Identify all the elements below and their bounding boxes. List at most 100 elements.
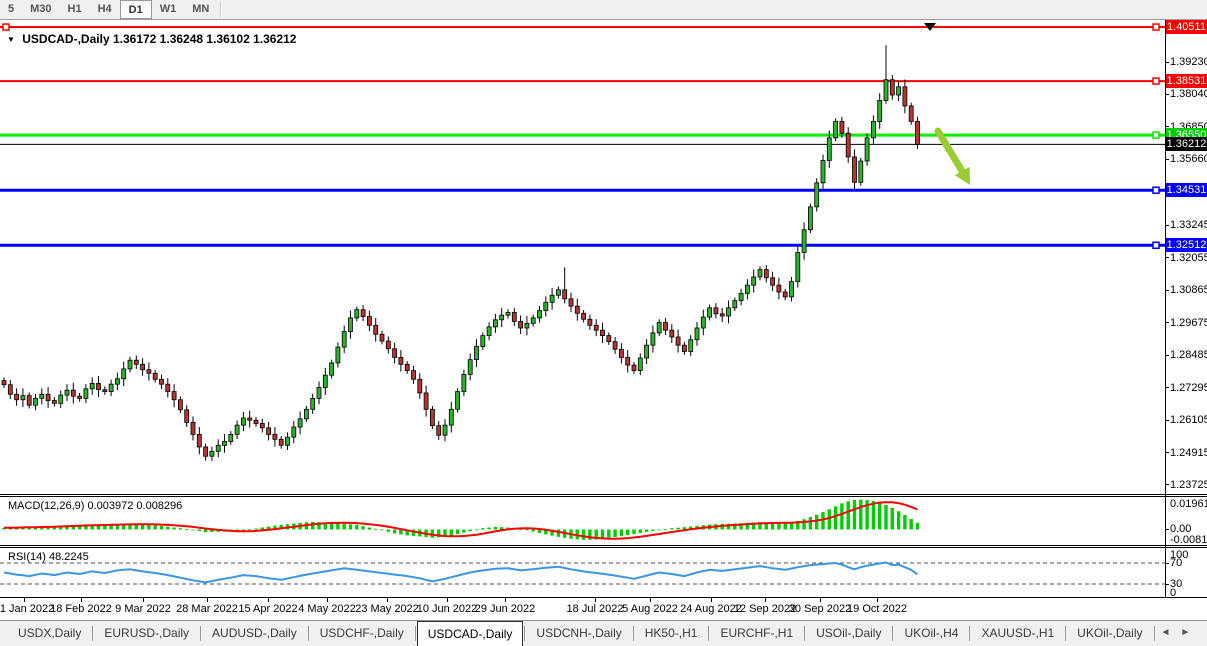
macd-bar xyxy=(556,529,561,537)
timeframe-button-W1[interactable]: W1 xyxy=(159,3,177,15)
line-handle[interactable] xyxy=(1152,77,1160,85)
tab-usoil-daily[interactable]: USOil-,Daily xyxy=(816,626,882,640)
macd-bar xyxy=(846,501,850,530)
macd-bar xyxy=(71,525,75,530)
candle-body xyxy=(392,348,398,358)
chart-collapse-icon[interactable]: ▼ xyxy=(7,35,15,44)
date-tick xyxy=(650,598,651,602)
timeframe-button-D1[interactable]: D1 xyxy=(119,0,152,19)
price-pane[interactable] xyxy=(0,20,1165,494)
timeframe-toolbar: 5 M30 H1 H4 D1 W1 MN xyxy=(0,0,1207,20)
tab-eurusd-daily[interactable]: EURUSD-,Daily xyxy=(104,626,190,640)
macd-bar xyxy=(147,525,151,530)
macd-bar xyxy=(745,522,750,530)
chart-symbol-label: USDCAD-,Daily xyxy=(22,32,110,46)
candle-body xyxy=(146,369,152,374)
candle-body xyxy=(379,333,385,342)
chart-ohlc-values: 1.36172 1.36248 1.36102 1.36212 xyxy=(112,32,297,46)
annotation-arrow[interactable] xyxy=(934,127,970,185)
tab-ukoil-h4[interactable]: UKOil-,H4 xyxy=(904,626,959,640)
tab-separator xyxy=(708,626,710,641)
candle-body xyxy=(398,357,404,365)
price-axis-tick xyxy=(1165,224,1169,226)
date-label: 23 May 2022 xyxy=(355,603,419,615)
macd-axis-label: 0.019616 xyxy=(1170,498,1207,510)
candle-body xyxy=(196,433,202,448)
macd-bar xyxy=(128,523,132,530)
macd-bar xyxy=(185,529,189,530)
tab-scroll-right-icon[interactable]: ► xyxy=(1180,627,1191,638)
tab-separator xyxy=(804,626,806,641)
macd-bar xyxy=(676,527,680,530)
pane-separator[interactable] xyxy=(0,545,1207,548)
candle-body xyxy=(492,319,498,328)
timeframe-button-H4[interactable]: H4 xyxy=(97,3,112,15)
candle-body xyxy=(285,436,290,446)
candle-body xyxy=(467,359,473,375)
chart-title: ▼ USDCAD-,Daily 1.36172 1.36248 1.36102 … xyxy=(7,32,296,46)
tab-usdx-daily[interactable]: USDX,Daily xyxy=(18,626,82,640)
candle-body xyxy=(247,417,253,421)
date-label: 31 Jan 2022 xyxy=(0,603,55,615)
tab-usdcnh-daily[interactable]: USDCNH-,Daily xyxy=(536,626,622,640)
candle-body xyxy=(682,344,687,352)
candle-body xyxy=(763,269,769,279)
timeframe-button-M30[interactable]: M30 xyxy=(30,3,52,15)
timeframe-button-H1[interactable]: H1 xyxy=(67,3,82,15)
macd-bar xyxy=(197,529,201,532)
macd-bar xyxy=(544,529,548,535)
candle-body xyxy=(738,292,744,302)
timeframe-button-5[interactable]: 5 xyxy=(8,3,15,15)
candle-body xyxy=(745,284,750,294)
line-handle[interactable] xyxy=(1152,241,1160,250)
triangle-down-marker[interactable] xyxy=(924,23,936,32)
line-handle[interactable] xyxy=(1152,23,1160,31)
macd-bar xyxy=(443,529,447,537)
tab-scroll-left-icon[interactable]: ◄ xyxy=(1160,627,1171,638)
candle-body xyxy=(341,331,347,348)
macd-bar xyxy=(651,529,655,531)
line-handle[interactable] xyxy=(1152,131,1160,139)
candle-body xyxy=(902,86,908,107)
macd-bar xyxy=(537,529,542,533)
macd-axis-label: 0.00 xyxy=(1170,523,1192,535)
candle-body xyxy=(889,79,895,96)
candle-body xyxy=(713,307,719,315)
timeframe-button-MN[interactable]: MN xyxy=(192,3,210,15)
tab-usdcad-daily[interactable]: USDCAD-,Daily xyxy=(416,621,524,646)
tab-usdchf-daily[interactable]: USDCHF-,Daily xyxy=(319,626,404,640)
candle-body xyxy=(203,446,209,457)
macd-bar xyxy=(367,527,372,530)
candle-body xyxy=(115,378,120,385)
chart-area[interactable]: ▼ USDCAD-,Daily 1.36172 1.36248 1.36102 … xyxy=(0,20,1207,620)
pane-separator[interactable] xyxy=(0,494,1207,497)
macd-bar xyxy=(386,529,390,532)
price-badge-1.40511: 1.40511 xyxy=(1166,20,1207,35)
candle-body xyxy=(612,341,618,350)
tab-audusd-daily[interactable]: AUDUSD-,Daily xyxy=(212,626,297,640)
tab-hk50-h1[interactable]: HK50-,H1 xyxy=(644,626,698,640)
candle-body xyxy=(593,324,599,331)
date-label: 28 Mar 2022 xyxy=(176,603,238,615)
candle-body xyxy=(732,300,738,309)
candle-body xyxy=(726,307,731,317)
tab-xauusd-h1[interactable]: XAUUSD-,H1 xyxy=(981,626,1055,640)
date-label: 15 Apr 2022 xyxy=(238,603,298,615)
candle-body xyxy=(587,318,593,326)
candle-body xyxy=(171,391,177,401)
indicator-axis-tick xyxy=(1165,563,1169,564)
tab-eurchf-h1[interactable]: EURCHF-,H1 xyxy=(720,626,794,640)
tab-ukoil-daily[interactable]: UKOil-,Daily xyxy=(1077,626,1143,640)
macd-bar xyxy=(361,526,365,530)
candle-body xyxy=(524,322,530,329)
line-handle[interactable] xyxy=(2,23,10,31)
symbol-tab-bar: USDX,Daily EURUSD-,Daily AUDUSD-,Daily USDC… xyxy=(0,620,1207,646)
macd-bar xyxy=(248,529,252,531)
candle-body xyxy=(839,121,845,134)
date-tick xyxy=(505,598,506,602)
line-handle[interactable] xyxy=(1152,186,1160,194)
candle-body xyxy=(373,324,379,335)
price-axis-label: 1.33245 xyxy=(1170,219,1207,232)
macd-bar xyxy=(77,524,82,530)
